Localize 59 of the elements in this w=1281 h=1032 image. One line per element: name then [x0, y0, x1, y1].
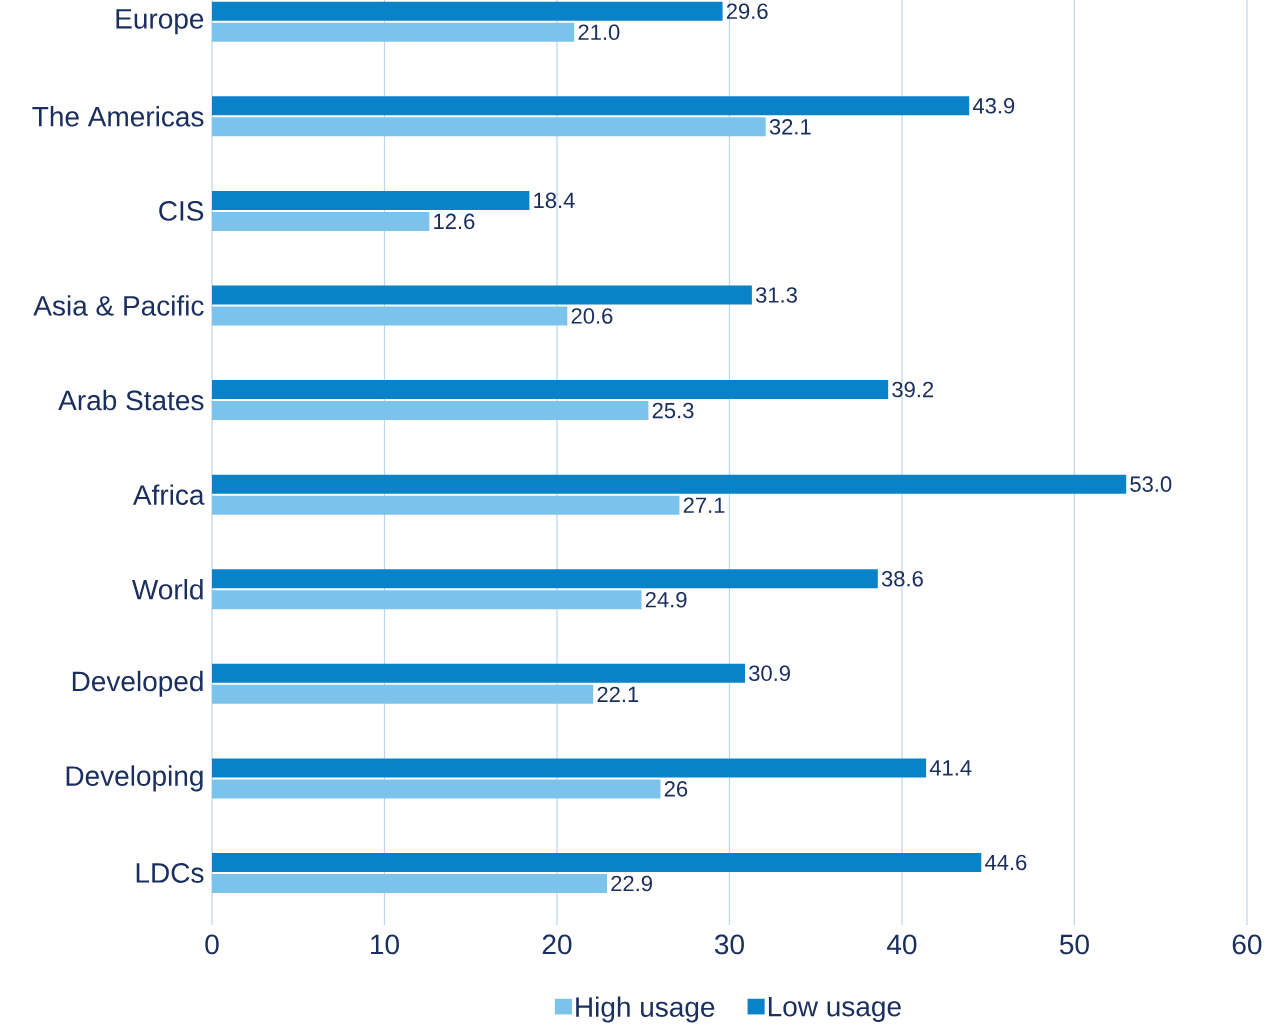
data-label: 27.1: [683, 497, 725, 513]
y-tick-label: World: [131, 578, 203, 600]
data-label: 25.3: [652, 402, 694, 419]
data-label: 22.9: [611, 875, 652, 892]
data-label: 41.4: [929, 760, 972, 776]
data-label: 31.3: [755, 287, 797, 303]
x-tick-label: 30: [714, 934, 744, 955]
bar: [212, 380, 889, 400]
data-label: 18.4: [534, 192, 575, 209]
x-tick-label: 40: [887, 934, 917, 955]
bar: [212, 663, 745, 683]
bar: [212, 779, 661, 799]
y-tick-label: CIS: [159, 201, 204, 221]
bar: [212, 401, 649, 421]
x-tick-label: 20: [542, 934, 572, 955]
bar: [212, 285, 752, 305]
data-label: 38.6: [881, 570, 923, 587]
bar: [212, 190, 530, 210]
bar: [212, 852, 982, 872]
bar: [212, 569, 878, 589]
y-tick-label: LDCs: [136, 863, 204, 883]
bar: [212, 22, 575, 42]
data-label: 20.6: [571, 308, 613, 324]
data-label: 39.2: [892, 381, 934, 398]
data-label: 29.6: [726, 3, 768, 20]
bar: [212, 495, 680, 515]
data-label: 21.0: [578, 24, 620, 41]
y-tick-label: Africa: [132, 484, 205, 505]
bar: [212, 211, 430, 231]
data-label: 24.9: [645, 591, 687, 608]
data-label: 12.6: [434, 213, 475, 230]
y-tick-label: Europe: [116, 9, 204, 35]
data-label: 43.9: [972, 98, 1015, 114]
x-tick-label: 60: [1232, 934, 1262, 955]
bar: [212, 873, 607, 893]
x-tick-label: 50: [1059, 934, 1089, 955]
bar: [212, 590, 642, 610]
y-tick-label: The Americas: [32, 106, 204, 127]
y-tick-label: Developed: [72, 670, 203, 697]
data-label: 32.1: [769, 119, 811, 135]
bar: [212, 96, 970, 116]
x-tick-label: 10: [371, 934, 399, 955]
bar: [212, 117, 766, 137]
bar: [212, 684, 594, 704]
bar: [212, 474, 1127, 494]
data-label: 44.6: [984, 854, 1027, 871]
y-tick-label: Asia & Pacific: [33, 295, 204, 316]
data-label: 22.1: [597, 686, 639, 702]
bar: [212, 1, 723, 21]
y-tick-label: Developing: [66, 765, 203, 792]
data-label: 30.9: [749, 665, 790, 682]
bar: [212, 758, 927, 778]
x-tick-label: 0: [205, 934, 219, 955]
legend-label: Low usage: [768, 996, 901, 1022]
bar: [212, 306, 568, 326]
y-tick-label: Arab States: [58, 389, 204, 411]
legend-label: High usage: [576, 996, 715, 1023]
data-label: 53.0: [1130, 476, 1172, 492]
data-label: 26: [664, 781, 688, 797]
